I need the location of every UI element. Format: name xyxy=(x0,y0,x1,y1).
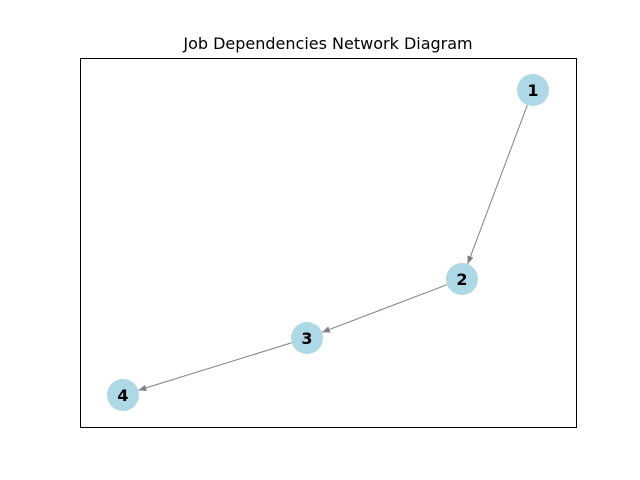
node-label: 4 xyxy=(117,386,128,405)
node-circle xyxy=(107,379,139,411)
node-label: 1 xyxy=(527,81,538,100)
node-4: 4 xyxy=(107,379,139,411)
nodes-layer: 1 2 3 4 xyxy=(107,74,549,411)
edge-2-to-3 xyxy=(321,284,448,333)
node-circle xyxy=(291,322,323,354)
edge-3-to-4 xyxy=(138,342,292,391)
node-circle xyxy=(446,263,478,295)
node-circle xyxy=(517,74,549,106)
node-label: 2 xyxy=(456,270,467,289)
diagram-title: Job Dependencies Network Diagram xyxy=(182,34,472,53)
node-2: 2 xyxy=(446,263,478,295)
node-1: 1 xyxy=(517,74,549,106)
plot-frame xyxy=(80,58,577,428)
edge-1-to-2 xyxy=(467,104,528,265)
node-3: 3 xyxy=(291,322,323,354)
node-label: 3 xyxy=(301,329,312,348)
edges-layer xyxy=(138,104,528,391)
